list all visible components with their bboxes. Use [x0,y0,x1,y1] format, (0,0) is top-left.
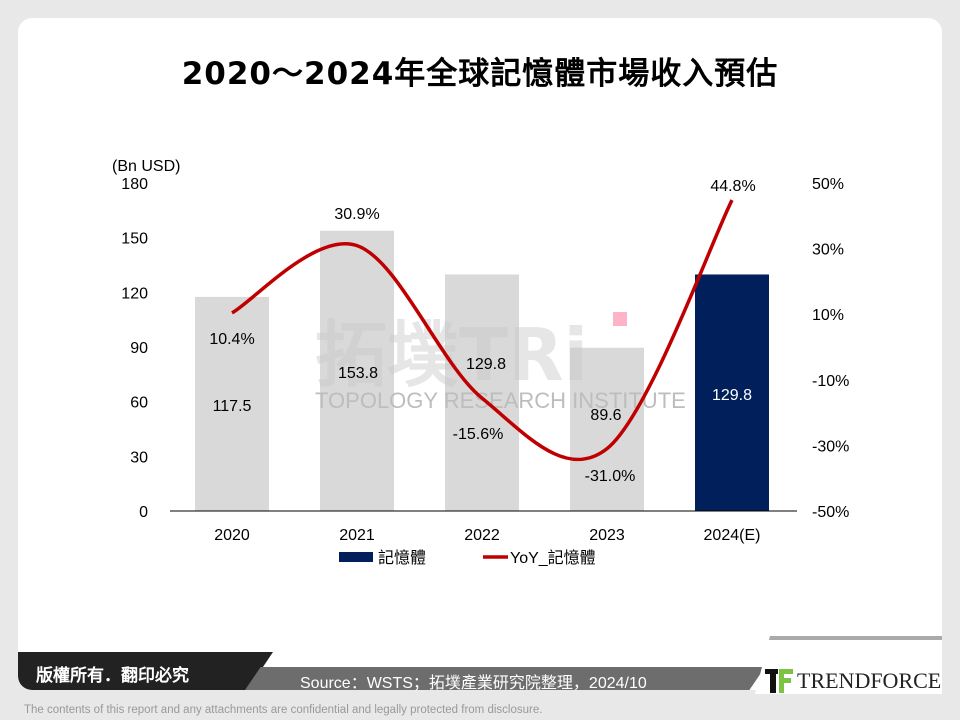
chart: 拓墣TRi TOPOLOGY RESEARCH INSTITUTE 2020 20… [112,158,849,567]
y-left-tick-label: 90 [130,340,148,357]
y-right-tick-label: 50% [812,176,844,193]
source-banner: Source：WSTS；拓墣產業研究院整理，2024/10 [245,667,765,690]
legend-label-line: YoY_記憶體 [510,549,596,567]
trendforce-logo-text: TRENDFORCE [797,668,942,693]
y-left-tick-label: 30 [130,449,148,466]
disclaimer: The contents of this report and any atta… [24,704,543,716]
bar-value-label: 129.8 [466,356,506,373]
logo-area [755,636,942,694]
bar-value-label: 117.5 [213,398,252,415]
watermark: 拓墣TRi TOPOLOGY RESEARCH INSTITUTE [315,313,686,413]
y-left-tick-label: 180 [121,176,148,193]
x-tick-label: 2024(E) [704,527,761,544]
legend-label-bar: 記憶體 [378,549,426,567]
legend: 記憶體 YoY_記憶體 [339,549,596,567]
yoy-value-label: 10.4% [209,331,254,348]
chart-title: 2020～2024年全球記憶體市場收入預估 [181,56,779,92]
y-axis-label-left: (Bn USD) [112,158,180,175]
watermark-pink-square [613,312,627,326]
bar-value-label: 129.8 [712,387,752,404]
trendforce-logo-icon [765,669,793,693]
copyright-text: 版權所有．翻印必究 [36,666,189,686]
yoy-value-label: 30.9% [334,206,379,223]
bar-value-label: 89.6 [590,407,621,424]
bar-2020 [195,296,269,511]
bar-2023 [570,347,644,511]
x-tick-label: 2021 [339,527,375,544]
legend-swatch-bar [339,552,373,562]
yoy-value-label: 44.8% [710,178,755,195]
y-right-tick-label: -50% [812,504,849,521]
bar-value-label: 153.8 [338,365,378,382]
yoy-line [231,199,734,462]
y-right-tick-label: -30% [812,438,849,455]
source-text: Source：WSTS；拓墣產業研究院整理，2024/10 [300,675,647,692]
bar-2024(E) [695,274,769,511]
y-left-tick-label: 150 [121,231,148,248]
yoy-value-label: -31.0% [585,468,636,485]
x-tick-label: 2023 [589,527,625,544]
y-right-tick-label: 10% [812,307,844,324]
watermark-main: 拓墣TRi [315,313,588,397]
y-right-tick-label: 30% [812,242,844,259]
x-tick-label: 2022 [464,527,500,544]
x-tick-label: 2020 [214,527,250,544]
y-left-tick-label: 0 [139,504,148,521]
yoy-value-label: -15.6% [453,426,504,443]
watermark-sub: TOPOLOGY RESEARCH INSTITUTE [315,388,686,413]
copyright-banner: 版權所有．翻印必究 [18,652,273,690]
y-right-tick-label: -10% [812,373,849,390]
bar-2022 [445,274,519,511]
y-left-tick-label: 120 [121,285,148,302]
y-left-tick-label: 60 [130,395,148,412]
bar-2021 [320,230,394,511]
